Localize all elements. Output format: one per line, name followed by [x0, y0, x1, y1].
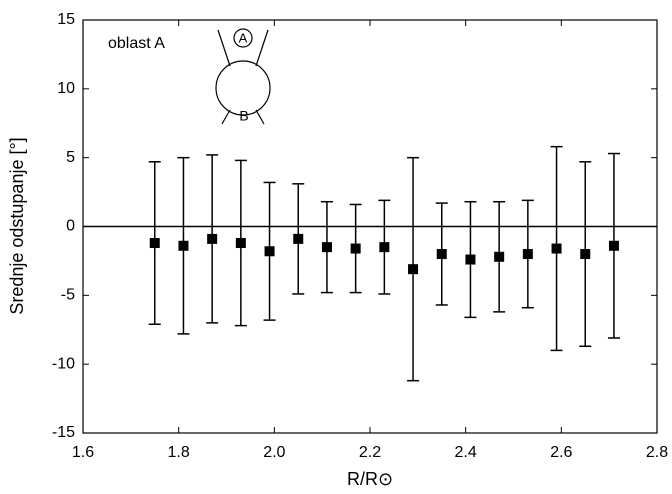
point [608, 240, 619, 251]
x-tick-label: 2.2 [359, 444, 381, 461]
y-tick-label: 5 [66, 149, 75, 166]
x-tick-label: 2.8 [646, 444, 668, 461]
x-tick-label: 2.6 [550, 444, 572, 461]
y-tick-label: -15 [52, 424, 75, 441]
y-tick-label: 10 [57, 80, 75, 97]
diagram-line [255, 109, 265, 125]
x-axis-label: R/R⊙ [347, 469, 393, 489]
diagram-line [217, 29, 231, 67]
point [321, 242, 332, 253]
point [522, 249, 533, 260]
y-tick-label: -10 [52, 355, 75, 372]
diagram [215, 28, 271, 125]
point [551, 243, 562, 254]
point [178, 240, 189, 251]
x-tick-label: 1.8 [168, 444, 190, 461]
point [379, 242, 390, 253]
point [494, 251, 505, 262]
point [408, 264, 419, 275]
point [580, 249, 591, 260]
y-axis-label: Srednje odstupanje [°] [7, 137, 27, 314]
diagram-label: A [239, 30, 248, 45]
point [235, 238, 246, 249]
point [350, 243, 361, 254]
point [264, 246, 275, 257]
x-tick-label: 2.4 [455, 444, 477, 461]
point [149, 238, 160, 249]
point [207, 233, 218, 244]
point [293, 233, 304, 244]
point [465, 254, 476, 265]
diagram-label: B [239, 108, 248, 124]
diagram-circle [215, 60, 271, 116]
y-tick-label: 15 [57, 11, 75, 28]
y-tick-label: 0 [66, 218, 75, 235]
point [436, 249, 447, 260]
diagram-line [221, 109, 231, 125]
y-tick-label: -5 [61, 287, 75, 304]
diagram-small-circle [233, 28, 253, 48]
annotation: oblast A [108, 35, 165, 52]
x-tick-label: 1.6 [72, 444, 94, 461]
diagram-line [255, 29, 269, 67]
x-tick-label: 2.0 [263, 444, 285, 461]
